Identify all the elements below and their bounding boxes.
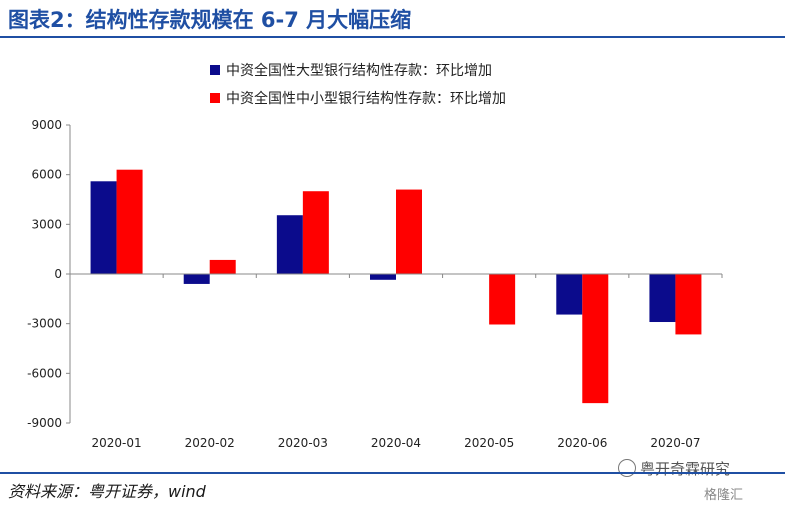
- x-tick-label: 2020-02: [185, 436, 235, 450]
- x-tick-label: 2020-04: [371, 436, 421, 450]
- y-tick-label: 0: [54, 267, 62, 281]
- bar: [90, 181, 117, 274]
- footer-rule: [0, 472, 785, 474]
- legend-item-small-banks: 中资全国性中小型银行结构性存款：环比增加: [210, 84, 506, 112]
- y-tick-label: -6000: [27, 366, 62, 380]
- y-tick-label: 9000: [31, 118, 62, 132]
- watermark-secondary: 格隆汇: [704, 488, 744, 503]
- bar: [302, 191, 329, 274]
- legend: 中资全国性大型银行结构性存款：环比增加 中资全国性中小型银行结构性存款：环比增加: [210, 56, 506, 112]
- title-rule: [0, 36, 785, 38]
- bar: [370, 274, 396, 280]
- y-tick-label: -3000: [27, 317, 62, 331]
- wechat-icon: [618, 459, 636, 477]
- legend-swatch-small-banks: [210, 93, 220, 103]
- watermark-text: 粤开奇霖研究: [640, 460, 731, 478]
- y-tick-label: 3000: [31, 217, 62, 231]
- x-tick-label: 2020-03: [278, 436, 328, 450]
- x-tick-label: 2020-07: [650, 436, 700, 450]
- bar: [556, 274, 583, 315]
- legend-label-large-banks: 中资全国性大型银行结构性存款：环比增加: [226, 63, 492, 79]
- bar: [675, 274, 702, 335]
- legend-swatch-large-banks: [210, 65, 220, 75]
- bar: [582, 274, 609, 404]
- chart-title: 图表2：结构性存款规模在 6-7 月大幅压缩: [8, 8, 412, 32]
- bar: [489, 274, 516, 325]
- bar: [116, 169, 143, 274]
- bar: [276, 215, 303, 274]
- bar: [183, 274, 210, 284]
- source-note: 资料来源：粤开证券，wind: [8, 482, 206, 501]
- legend-label-small-banks: 中资全国性中小型银行结构性存款：环比增加: [226, 91, 506, 107]
- y-tick-label: -9000: [27, 416, 62, 430]
- bar: [209, 259, 236, 274]
- bar: [396, 189, 422, 274]
- legend-item-large-banks: 中资全国性大型银行结构性存款：环比增加: [210, 56, 506, 84]
- x-tick-label: 2020-06: [557, 436, 607, 450]
- x-tick-label: 2020-01: [92, 436, 142, 450]
- watermark: 粤开奇霖研究: [618, 458, 730, 479]
- bar: [649, 274, 676, 323]
- x-tick-label: 2020-05: [464, 436, 514, 450]
- y-tick-label: 6000: [31, 168, 62, 182]
